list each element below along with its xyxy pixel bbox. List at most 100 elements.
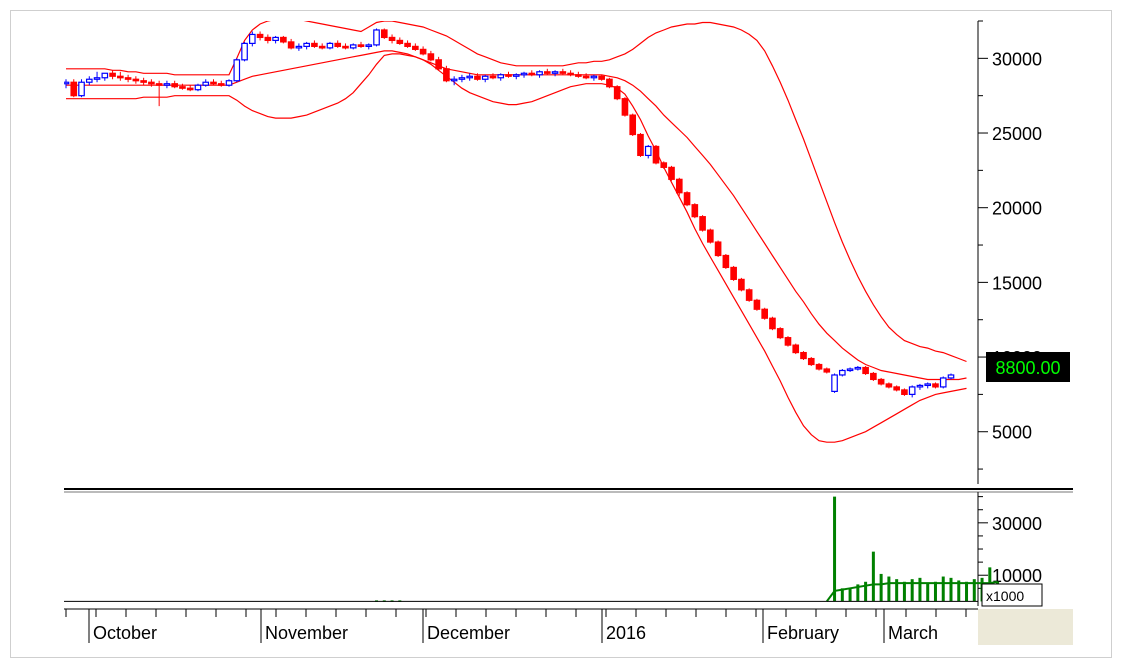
candle-body-up (78, 81, 85, 97)
candle-body-up (520, 72, 528, 76)
candle (481, 74, 489, 83)
candle-body-down (334, 42, 342, 47)
chart-frame: 5000 10000 15000 20000 25000 30000 8800.00 10… (10, 10, 1112, 658)
candle-body-up (248, 33, 256, 45)
candle (148, 79, 155, 87)
candle (225, 79, 233, 87)
last-price-label: 8800.00 (995, 358, 1060, 378)
candle (233, 58, 241, 83)
candle-body-down (256, 33, 264, 39)
candle (124, 74, 132, 83)
volume-bar (871, 551, 875, 602)
candle (675, 177, 683, 196)
volume-bar (895, 579, 899, 602)
candle (303, 41, 310, 50)
candle-body-up (512, 74, 520, 77)
candle (738, 277, 745, 292)
candle (885, 382, 893, 389)
candle-body-down (318, 45, 326, 49)
candle (70, 79, 78, 98)
candle-body-down (699, 216, 706, 231)
candle-body-down (427, 53, 435, 61)
candle-body-down (412, 45, 419, 50)
candle (497, 73, 505, 81)
candle (932, 382, 939, 389)
candle-body-down (474, 75, 481, 80)
candle (334, 40, 342, 48)
candle-body-down (380, 29, 388, 39)
candle-body-down (776, 328, 784, 339)
candle (722, 253, 730, 269)
candle (877, 377, 885, 386)
candle (621, 97, 629, 117)
candle-body-down (722, 254, 730, 269)
candle-body-down (637, 133, 644, 157)
candle-body-down (815, 363, 823, 370)
candle (854, 366, 862, 371)
candle-body-up (349, 44, 357, 49)
candle (163, 80, 171, 89)
candle (419, 46, 427, 56)
candle (520, 71, 528, 78)
candle-body-down (287, 41, 295, 49)
candle (458, 74, 466, 83)
candle (357, 41, 365, 48)
candle (64, 79, 70, 89)
volume-bar (910, 579, 914, 602)
candle (466, 73, 474, 81)
candle-body-down (784, 337, 792, 346)
candle-body-down (124, 77, 132, 80)
candle (870, 371, 877, 381)
candle-body-down (893, 386, 900, 391)
month-label: February (767, 623, 839, 643)
candle-body-down (862, 366, 869, 375)
candle (939, 376, 947, 389)
candle (613, 85, 621, 101)
candle-body-up (163, 83, 171, 86)
candle-body-down (629, 114, 637, 136)
candle (629, 113, 637, 137)
candle (186, 85, 194, 92)
candle (559, 68, 567, 75)
candle-body-up (64, 81, 70, 85)
candle-body-down (179, 86, 186, 89)
candle-body-down (396, 39, 404, 45)
candle-body-up (831, 374, 838, 393)
candle (567, 70, 574, 77)
candle-body-down (660, 162, 668, 168)
candle-body-down (117, 75, 124, 79)
candle (380, 28, 388, 39)
price-y-tick-label: 20000 (992, 199, 1042, 219)
candle (846, 367, 854, 372)
price-panel: 50001000015000200002500030000 8800.00 (64, 20, 1070, 484)
candle (792, 343, 800, 355)
candle-body-down (621, 98, 629, 116)
candle-body-down (792, 344, 800, 354)
volume-average-line (825, 580, 998, 602)
candle-body-up (497, 74, 505, 79)
candle (396, 37, 404, 45)
candle-body-down (745, 289, 753, 301)
candle (295, 43, 303, 51)
candle-body-up (644, 145, 652, 157)
volume-bar (941, 576, 945, 602)
candle-body-up (194, 84, 202, 91)
candle (132, 76, 140, 84)
candle-body-up (947, 374, 955, 379)
candle (924, 382, 932, 389)
candle (815, 363, 823, 371)
candle-body-up (466, 75, 474, 79)
candle (916, 383, 924, 390)
candle-body-down (807, 357, 815, 366)
candle-body-up (225, 80, 233, 86)
candle-body-down (901, 389, 908, 395)
candle (388, 34, 396, 44)
candle-body-up (481, 75, 489, 80)
candle (450, 76, 458, 86)
stock-chart: 5000 10000 15000 20000 25000 30000 8800.00 10… (64, 20, 1073, 645)
volume-bar (926, 583, 930, 602)
candle (241, 41, 248, 62)
candle-body-down (606, 78, 613, 88)
candle-body-down (652, 145, 660, 164)
candle-body-down (582, 75, 590, 79)
